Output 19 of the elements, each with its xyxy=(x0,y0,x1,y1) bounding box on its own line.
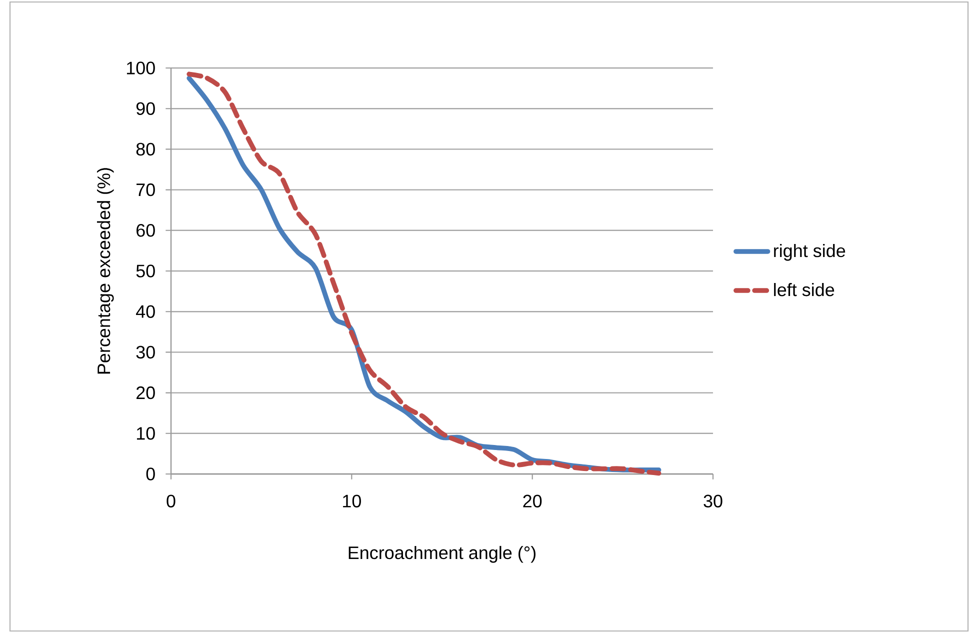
x-tick-label: 20 xyxy=(523,494,542,508)
y-axis-title: Percentage exceeded (%) xyxy=(96,168,114,374)
legend-label: left side xyxy=(774,282,834,296)
y-tick-label: 70 xyxy=(136,183,155,196)
y-tick-label: 30 xyxy=(136,346,155,359)
y-tick-label: 80 xyxy=(136,142,155,156)
x-tick-label: 30 xyxy=(704,494,722,508)
legend-label: right side xyxy=(774,244,846,261)
y-tick-label: 40 xyxy=(136,305,155,318)
y-tick-label: 90 xyxy=(136,102,155,115)
x-tick-label: 0 xyxy=(166,494,176,508)
y-tick-label: 100 xyxy=(126,62,155,74)
y-tick-label: 60 xyxy=(136,224,155,237)
y-tick-label: 0 xyxy=(146,468,155,480)
x-axis-title: Encroachment angle (°) xyxy=(348,546,536,563)
x-tick-label: 10 xyxy=(343,494,361,508)
y-tick-label: 20 xyxy=(136,386,155,400)
y-tick-label: 10 xyxy=(136,427,155,440)
y-tick-label: 50 xyxy=(136,264,155,278)
